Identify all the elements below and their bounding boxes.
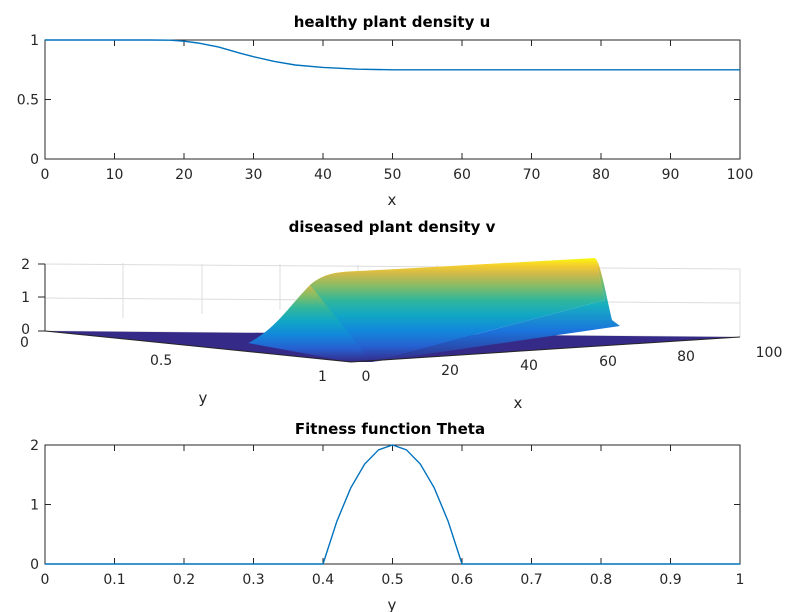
x-axis-label: x xyxy=(514,394,523,412)
panel-diseased-density: diseased plant density v 2 1 xyxy=(20,218,782,412)
x-tick-label: 80 xyxy=(677,349,695,365)
y-tick-label: 0 xyxy=(30,557,39,573)
y-tick-label: 0 xyxy=(30,152,39,168)
x-tick-label: 20 xyxy=(441,363,459,379)
chart-title: healthy plant density u xyxy=(294,13,491,31)
y-tick-label: 1 xyxy=(318,369,327,385)
x-tick-label: 100 xyxy=(727,167,754,183)
panel-healthy-density: healthy plant density u 0 10 20 30 40 50 60 70 8… xyxy=(17,13,754,209)
x-tick-label: 50 xyxy=(384,167,402,183)
z-tick-label: 0 xyxy=(21,322,30,338)
x-axis-label: x xyxy=(388,191,397,209)
x-tick-label: 0.3 xyxy=(242,572,264,588)
chart-title: diseased plant density v xyxy=(289,218,496,236)
axes-box xyxy=(44,39,741,160)
x-axis-label: y xyxy=(388,596,397,612)
x-tick-label: 30 xyxy=(245,167,263,183)
x-tick-label: 0.5 xyxy=(381,572,403,588)
x-tick-label: 0.1 xyxy=(103,572,125,588)
x-tick-label: 100 xyxy=(756,345,783,361)
x-tick-label: 0.4 xyxy=(312,572,334,588)
x-tick-label: 0 xyxy=(41,572,50,588)
x-tick-label: 0 xyxy=(362,369,371,385)
series-line-theta xyxy=(45,444,740,565)
series-line-u xyxy=(45,39,740,71)
surface-top xyxy=(310,258,605,362)
x-tick-label: 0.7 xyxy=(520,572,542,588)
z-tick-label: 2 xyxy=(21,257,30,273)
x-tick-label: 70 xyxy=(523,167,541,183)
x-tick-label: 1 xyxy=(736,572,745,588)
y-tick-label: 1 xyxy=(30,498,39,514)
x-axis xyxy=(350,336,741,363)
x-tick-label: 20 xyxy=(175,167,193,183)
x-tick-label: 0 xyxy=(41,167,50,183)
y-axis xyxy=(44,330,352,363)
y-axis-label: y xyxy=(199,389,208,407)
x-tick-label: 60 xyxy=(599,354,617,370)
x-tick-label: 90 xyxy=(662,167,680,183)
x-tick-label: 0.9 xyxy=(659,572,681,588)
surface-edge xyxy=(372,258,620,362)
x-tick-label: 0.2 xyxy=(173,572,195,588)
x-tick-label: 40 xyxy=(520,358,538,374)
y-tick-label: 1 xyxy=(30,33,39,49)
x-tick-label: 80 xyxy=(592,167,610,183)
chart-title: Fitness function Theta xyxy=(295,420,485,438)
x-tick-label: 10 xyxy=(106,167,124,183)
y-tick-label: 2 xyxy=(30,438,39,454)
x-tick-label: 0.6 xyxy=(451,572,473,588)
axes-box xyxy=(44,444,741,565)
y-tick-label: 0.5 xyxy=(150,353,172,369)
x-tick-label: 60 xyxy=(453,167,471,183)
y-tick-label: 0.5 xyxy=(17,93,39,109)
panel-fitness-theta: Fitness function Theta 0 0.1 0.2 0.3 0.4 0.5 0… xyxy=(30,420,744,612)
x-tick-label: 40 xyxy=(314,167,332,183)
y-tick-label: 0 xyxy=(20,335,29,351)
z-tick-label: 1 xyxy=(21,290,30,306)
x-tick-label: 0.8 xyxy=(590,572,612,588)
